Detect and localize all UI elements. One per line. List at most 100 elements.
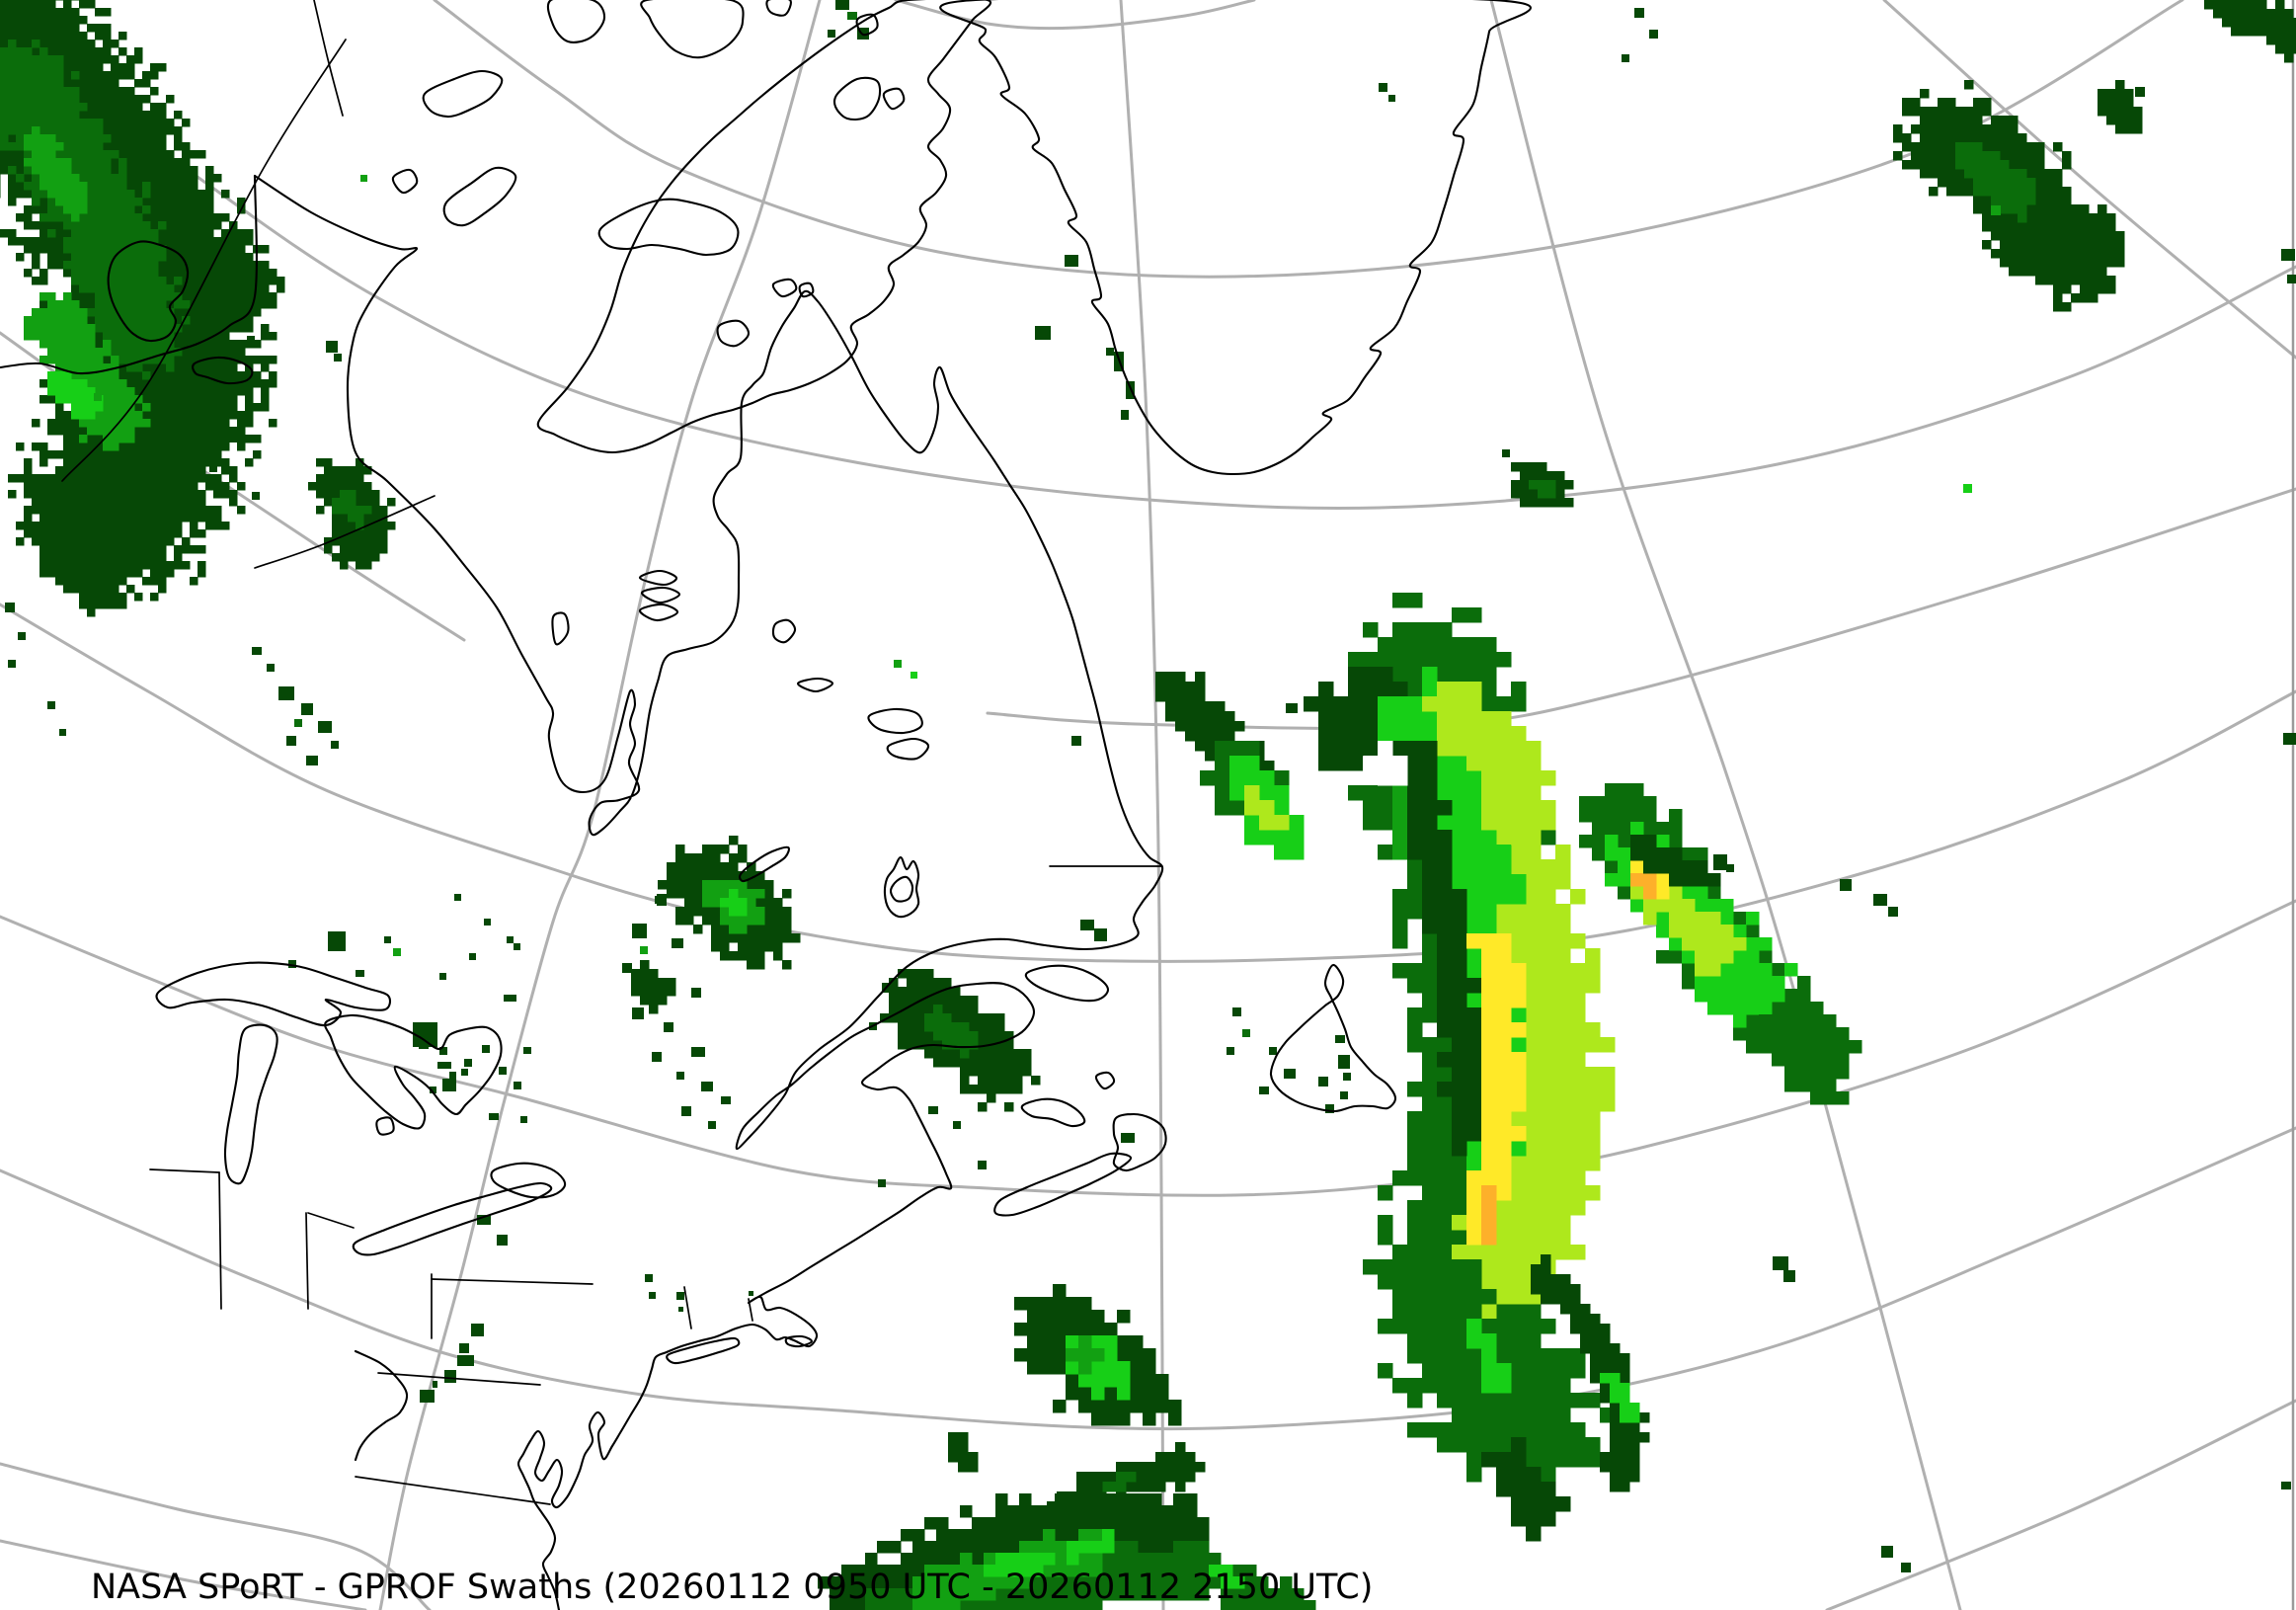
precip-cell: [1555, 1067, 1571, 1083]
precip-cell: [1570, 1200, 1586, 1216]
precip-cell: [1452, 1052, 1467, 1068]
precip-cell: [1496, 1289, 1512, 1305]
precip-cell: [1392, 1245, 1408, 1260]
precip-cell: [198, 221, 206, 230]
precip-cell: [1466, 1437, 1482, 1453]
precip-cell: [1225, 731, 1235, 742]
precip-cell: [1496, 933, 1512, 949]
precip-cell: [87, 427, 96, 436]
precip-cell: [1422, 1185, 1438, 1201]
precip-cell: [24, 119, 33, 127]
precip-cell: [1526, 1304, 1542, 1320]
precip-cell: [158, 237, 167, 246]
precip-cell: [198, 150, 206, 159]
precip-cell: [316, 490, 325, 499]
precip-cell: [134, 142, 143, 151]
precip-cell: [1437, 1096, 1453, 1112]
precip-cell: [40, 450, 48, 459]
precip-cell: [87, 608, 96, 617]
precip-cell: [1378, 652, 1393, 668]
precip-cell: [2018, 151, 2027, 161]
precip-cell: [198, 545, 206, 554]
precip-cell: [221, 277, 230, 285]
precip-cell: [32, 324, 40, 333]
precip-cell: [1392, 1378, 1408, 1394]
precip-cell: [174, 545, 183, 554]
precip-cell: [229, 474, 238, 483]
precip-cell: [142, 158, 151, 167]
precip-cell: [142, 371, 151, 380]
precip-cell: [79, 47, 88, 56]
precip-cell: [221, 269, 230, 278]
precip-cell: [71, 24, 80, 33]
precip-cell: [158, 435, 167, 443]
precip-cell: [0, 16, 9, 25]
precip-cell: [103, 95, 112, 104]
precip-cell: [71, 569, 80, 578]
precip-cell: [63, 379, 72, 388]
precip-cell: [1422, 919, 1438, 934]
precip-cell: [245, 324, 254, 333]
precip-cell: [2026, 151, 2036, 161]
precip-cell: [119, 498, 127, 507]
precip-cell: [71, 229, 80, 238]
precip-cell: [1452, 830, 1467, 845]
precip-cell: [1437, 1363, 1453, 1379]
precip-cell: [103, 498, 112, 507]
precip-cell: [71, 332, 80, 341]
precip-cell: [1422, 1304, 1438, 1320]
precip-cell: [158, 537, 167, 546]
precip-cell: [111, 142, 119, 151]
precip-cell: [2231, 9, 2241, 19]
precip-cell: [55, 427, 64, 436]
precip-cell: [1422, 711, 1438, 727]
precip-cell: [1422, 1333, 1438, 1349]
precip-cell: [332, 498, 341, 507]
precip-cell: [79, 126, 88, 135]
precip-cell: [47, 190, 56, 199]
precip-cell: [237, 261, 246, 270]
precip-cell: [142, 379, 151, 388]
precip-cell: [71, 356, 80, 364]
precip-cell: [166, 277, 175, 285]
precip-cell: [119, 348, 127, 357]
precip-cell: [55, 24, 64, 33]
precip-cell: [111, 593, 119, 602]
precip-cell: [0, 55, 9, 64]
precip-cell: [182, 332, 191, 341]
precip-cell: [32, 490, 40, 499]
precip-cell: [182, 466, 191, 475]
precip-cell: [1920, 160, 1930, 170]
precip-cell: [142, 95, 151, 104]
precip-cell: [1378, 785, 1393, 801]
precip-cell: [55, 371, 64, 380]
precip-cell: [1538, 480, 1547, 490]
precip-cell: [1378, 667, 1393, 683]
precip-cell: [1570, 933, 1586, 949]
precip-cell: [55, 126, 64, 135]
precip-cell: [158, 371, 167, 380]
precip-cell: [1511, 480, 1521, 490]
precip-cell: [32, 119, 40, 127]
precip-cell: [111, 190, 119, 199]
precip-cell: [1955, 160, 1965, 170]
precip-cell: [24, 8, 33, 17]
precip-cell: [32, 0, 40, 9]
precip-cell: [40, 134, 48, 143]
precip-cell: [229, 308, 238, 317]
precip-cell: [245, 340, 254, 349]
precip-cell: [119, 379, 127, 388]
precip-cell: [1526, 1156, 1542, 1171]
precip-cell: [126, 379, 135, 388]
precip-cell: [55, 506, 64, 515]
precip-cell: [8, 158, 17, 167]
meridian-m3: [378, 0, 822, 1610]
precip-cell: [1392, 622, 1408, 638]
precip-cell: [182, 498, 191, 507]
precip-cell: [166, 229, 175, 238]
precip-cell: [1407, 696, 1423, 712]
precip-cell: [2293, 44, 2296, 54]
precip-cell: [150, 119, 159, 127]
precip-cell: [134, 190, 143, 199]
precip-cell: [379, 522, 388, 530]
